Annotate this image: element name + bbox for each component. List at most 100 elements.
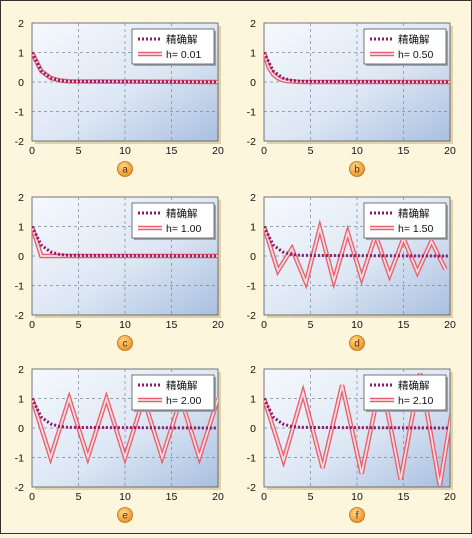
legend-label: h= 1.50 — [398, 223, 433, 235]
y-tick-label: 1 — [18, 222, 24, 234]
panel-badge-label: e — [122, 511, 128, 522]
legend-box — [131, 374, 215, 411]
panel-badge — [117, 335, 133, 351]
y-tick-label: -2 — [15, 136, 24, 148]
series-exact — [264, 51, 450, 84]
legend-box — [131, 28, 215, 65]
series-line — [32, 395, 218, 461]
y-tick-label: 2 — [250, 192, 256, 204]
x-tick-label: 10 — [119, 145, 131, 157]
y-tick-label: 0 — [250, 251, 256, 263]
legend-label: 精确解 — [398, 33, 430, 46]
series-line — [264, 397, 450, 430]
series-line — [32, 397, 218, 430]
y-tick-label: -1 — [247, 281, 256, 293]
x-tick-label: 5 — [308, 319, 314, 331]
chart-c: 0 5 10 15 20 -2 -1 0 1 2 精确解 h= 1.00 c — [15, 192, 224, 351]
x-tick-label: 10 — [119, 491, 131, 503]
x-tick-label: 5 — [76, 145, 82, 157]
y-tick-label: -1 — [247, 107, 256, 119]
y-tick-label: -2 — [15, 482, 24, 494]
series-exact — [264, 397, 450, 430]
y-tick-label: -2 — [247, 310, 256, 322]
legend-label: h= 2.10 — [398, 395, 433, 407]
y-tick-label: 0 — [18, 251, 24, 263]
x-tick-label: 0 — [29, 491, 35, 503]
x-tick-label: 0 — [261, 319, 267, 331]
x-tick-label: 15 — [398, 145, 410, 157]
y-tick-label: -1 — [15, 453, 24, 465]
chart-a: 0 5 10 15 20 -2 -1 0 1 2 精确解 h= 0.01 a — [15, 18, 224, 177]
series-exact — [32, 51, 218, 84]
panel-badge-label: d — [354, 339, 360, 350]
series-line — [264, 225, 450, 258]
x-tick-label: 0 — [29, 319, 35, 331]
panel-badge — [349, 335, 365, 351]
panel-badge-label: a — [122, 165, 128, 176]
panel-badge — [349, 161, 365, 177]
legend-label: 精确解 — [166, 33, 198, 46]
x-tick-label: 10 — [351, 145, 363, 157]
y-tick-label: 2 — [250, 18, 256, 30]
x-tick-label: 20 — [212, 491, 224, 503]
panel-badge — [117, 161, 133, 177]
y-tick-label: 0 — [250, 423, 256, 435]
series-approx — [32, 391, 218, 465]
legend-box — [363, 28, 447, 65]
y-tick-label: 0 — [18, 77, 24, 89]
x-tick-label: 15 — [166, 491, 178, 503]
x-tick-label: 15 — [398, 319, 410, 331]
x-tick-label: 20 — [444, 319, 456, 331]
panel-badge — [349, 507, 365, 523]
y-tick-label: 0 — [18, 423, 24, 435]
legend: 精确解 h= 0.01 — [131, 28, 216, 66]
legend-box — [363, 374, 447, 411]
y-tick-label: 1 — [250, 394, 256, 406]
x-tick-label: 5 — [308, 145, 314, 157]
legend-label: h= 0.50 — [398, 49, 433, 61]
chart-d: 0 5 10 15 20 -2 -1 0 1 2 精确解 h= 1.50 d — [247, 192, 456, 351]
x-tick-label: 20 — [212, 145, 224, 157]
x-tick-label: 0 — [261, 491, 267, 503]
legend-label: h= 1.00 — [166, 223, 201, 235]
series-line — [32, 225, 218, 258]
x-tick-label: 20 — [212, 319, 224, 331]
y-tick-label: -2 — [15, 310, 24, 322]
y-tick-label: 2 — [250, 364, 256, 376]
x-tick-label: 20 — [444, 491, 456, 503]
series-line — [32, 51, 218, 84]
legend-label: 精确解 — [166, 207, 198, 220]
x-tick-label: 10 — [119, 319, 131, 331]
y-tick-label: 0 — [250, 77, 256, 89]
legend-label: h= 2.00 — [166, 395, 201, 407]
y-tick-label: 2 — [18, 364, 24, 376]
legend: 精确解 h= 1.00 — [131, 202, 216, 240]
chart-e: 0 5 10 15 20 -2 -1 0 1 2 精确解 h= 2.00 e — [15, 364, 224, 523]
series-exact — [32, 225, 218, 258]
x-tick-label: 20 — [444, 145, 456, 157]
series-exact — [264, 225, 450, 258]
y-tick-label: 1 — [250, 222, 256, 234]
y-tick-label: -1 — [15, 281, 24, 293]
x-tick-label: 10 — [351, 491, 363, 503]
panel-badge-label: b — [354, 165, 360, 176]
y-tick-label: 2 — [18, 192, 24, 204]
legend: 精确解 h= 2.10 — [363, 374, 448, 412]
y-tick-label: 1 — [250, 48, 256, 60]
legend-box — [363, 202, 447, 239]
legend-label: 精确解 — [398, 207, 430, 220]
panel-badge-label: f — [356, 511, 359, 522]
x-tick-label: 0 — [29, 145, 35, 157]
y-tick-label: 2 — [18, 18, 24, 30]
legend-label: 精确解 — [166, 379, 198, 392]
panel-badge — [117, 507, 133, 523]
x-tick-label: 5 — [308, 491, 314, 503]
y-tick-label: -1 — [15, 107, 24, 119]
legend: 精确解 h= 0.50 — [363, 28, 448, 66]
y-tick-label: 1 — [18, 48, 24, 60]
x-tick-label: 0 — [261, 145, 267, 157]
chart-f: 0 5 10 15 20 -2 -1 0 1 2 精确解 h= 2.10 f — [247, 364, 456, 523]
y-tick-label: -2 — [247, 482, 256, 494]
